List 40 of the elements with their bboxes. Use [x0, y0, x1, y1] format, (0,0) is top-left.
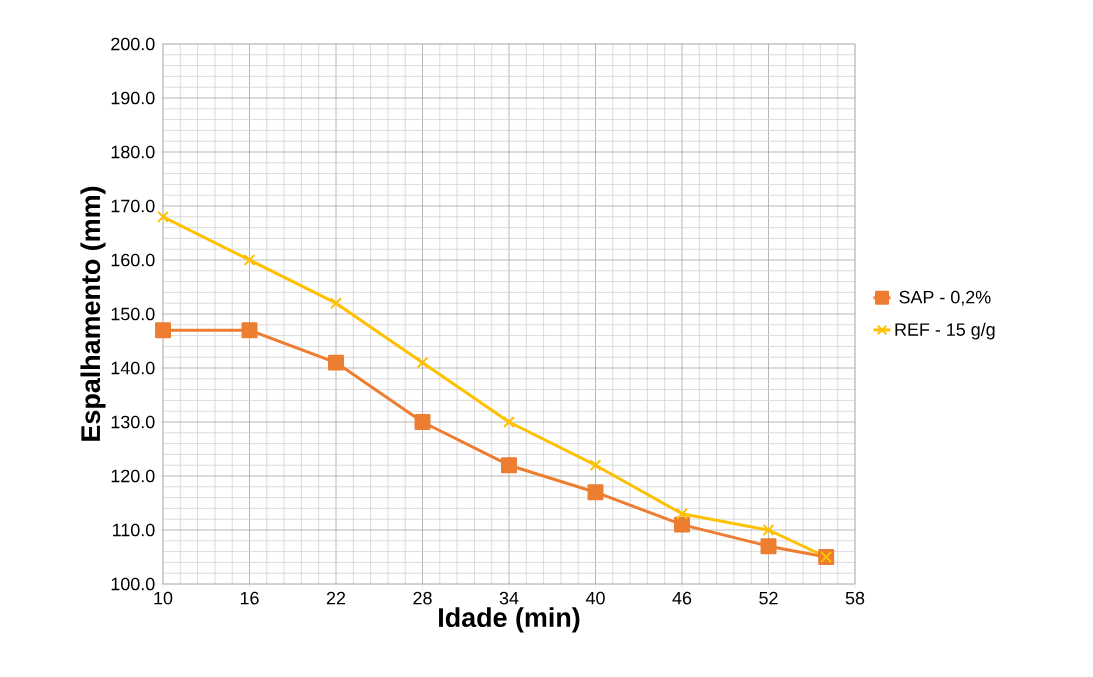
- point: [330, 297, 342, 310]
- y-tick-label: 190.0: [111, 91, 155, 105]
- point: [760, 538, 777, 555]
- point: [243, 254, 256, 266]
- x-tick-label: 40: [585, 591, 605, 605]
- point: [414, 414, 431, 430]
- y-tick-label: 120.0: [111, 469, 155, 483]
- point: [503, 416, 515, 428]
- x-tick-label: 52: [759, 591, 778, 605]
- y-tick-label: 140.0: [111, 361, 155, 375]
- point: [674, 516, 690, 533]
- legend-label: SAP - 0,2%: [899, 290, 991, 306]
- point: [762, 524, 775, 536]
- x-tick-label: 10: [154, 591, 173, 605]
- point: [589, 459, 602, 472]
- point: [157, 210, 169, 223]
- y-tick-label: 100.0: [111, 577, 155, 591]
- x-tick-label: 28: [413, 591, 432, 605]
- point: [416, 356, 429, 369]
- x-tick-label: 58: [845, 591, 865, 605]
- y-tick-label: 160.0: [111, 253, 155, 267]
- x-tick-label: 16: [240, 591, 259, 605]
- point: [676, 507, 688, 520]
- x-tick-label: 34: [499, 591, 519, 605]
- point: [241, 322, 258, 339]
- y-axis-title: Espalhamento (mm): [80, 186, 106, 441]
- x-tick-label: 22: [326, 591, 346, 605]
- y-tick-label: 170.0: [111, 199, 155, 213]
- y-tick-label: 150.0: [111, 307, 155, 321]
- x-axis-title: Idade (min): [439, 607, 580, 633]
- y-tick-label: 130.0: [111, 415, 155, 429]
- point: [501, 457, 517, 474]
- point: [155, 322, 171, 339]
- y-tick-label: 110.0: [113, 523, 155, 537]
- y-tick-label: 180.0: [111, 145, 155, 159]
- legend-label: REF - 15 g/g: [895, 322, 995, 340]
- point: [587, 484, 604, 501]
- x-tick-label: 46: [672, 591, 692, 605]
- point: [328, 354, 344, 371]
- y-tick-label: 200.0: [111, 37, 155, 51]
